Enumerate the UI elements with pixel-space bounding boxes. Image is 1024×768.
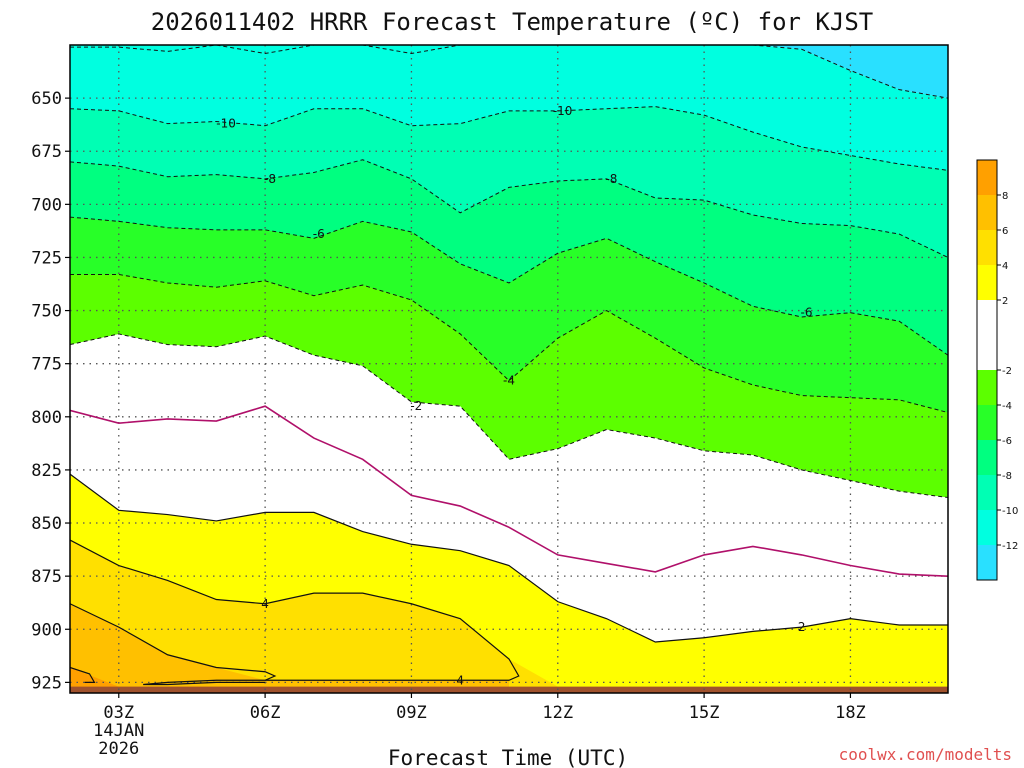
legend-label-9: 8 (1002, 191, 1008, 202)
contour-line-2 (70, 473, 948, 643)
contour-label-1: -10 (553, 104, 573, 118)
contour-label-7: -2 (410, 399, 422, 413)
x-year-label: 2026 (98, 739, 139, 759)
y-tick-label-800: 800 (31, 408, 62, 428)
x-tick-label-06Z: 06Z (250, 703, 281, 723)
contour-line--6 (70, 216, 948, 356)
legend-swatch-9 (977, 195, 997, 230)
contour-lines (70, 45, 948, 686)
legend-swatch-0 (977, 545, 997, 580)
contour-label-8: 4 (261, 597, 269, 611)
contour-line-4 (70, 539, 520, 681)
contour-line--4 (70, 273, 948, 414)
contour-line--12 (70, 45, 948, 99)
contour-label-3: -8 (605, 172, 617, 186)
legend-label-2: -8 (1002, 471, 1012, 482)
x-tick-label-15Z: 15Z (689, 703, 720, 723)
y-tick-label-725: 725 (31, 248, 62, 268)
legend-label-4: -4 (1002, 401, 1012, 412)
legend-swatch-6 (977, 300, 997, 370)
legend-swatch-10 (977, 160, 997, 195)
x-tick-label-18Z: 18Z (835, 703, 866, 723)
contour-label-4: -6 (313, 227, 325, 241)
y-tick-label-925: 925 (31, 673, 62, 693)
legend-swatch-5 (977, 370, 997, 405)
legend-swatch-3 (977, 440, 997, 475)
contour-line--2 (70, 333, 948, 499)
temperature-band-0 (70, 45, 948, 99)
legend-swatch-7 (977, 265, 997, 300)
x-date-label: 14JAN (93, 721, 144, 741)
contour-label-6: -4 (503, 374, 515, 388)
temperature-band-8 (70, 540, 558, 693)
legend-label-5: -2 (1002, 366, 1012, 377)
y-tick-label-875: 875 (31, 567, 62, 587)
y-tick-label-650: 650 (31, 89, 62, 109)
y-tick-label-775: 775 (31, 355, 62, 375)
y-tick-label-750: 750 (31, 302, 62, 322)
contour-label-10: 4 (456, 673, 464, 687)
grid-lines (70, 45, 948, 693)
legend-swatch-8 (977, 230, 997, 265)
contour-labels: -10 -10 -8 -8 -6 -6 -4 -2 4 2 4 (216, 104, 812, 687)
contour-line-8 (70, 666, 96, 683)
plot-frame (69, 44, 949, 694)
legend-swatch-4 (977, 405, 997, 440)
y-tick-label-700: 700 (31, 195, 62, 215)
contour-label-9: 2 (798, 620, 806, 634)
contour-line--10 (70, 106, 948, 171)
contour-label-0: -10 (216, 117, 236, 131)
contour-line-6 (70, 603, 277, 686)
ground-fill (70, 686, 948, 693)
legend-label-7: 4 (1002, 261, 1008, 272)
contour-line-0 (70, 405, 948, 577)
x-tick-label-12Z: 12Z (542, 703, 573, 723)
contour-label-5: -6 (801, 306, 813, 320)
legend-label-3: -6 (1002, 436, 1012, 447)
legend-swatch-1 (977, 510, 997, 545)
y-tick-label-825: 825 (31, 461, 62, 481)
contour-line--8 (70, 159, 948, 258)
x-tick-label-09Z: 09Z (396, 703, 427, 723)
temperature-band-9 (70, 603, 509, 693)
legend-label-0: -12 (1002, 541, 1018, 552)
legend-swatch-2 (977, 475, 997, 510)
ground-layer (70, 686, 948, 693)
y-tick-label-675: 675 (31, 142, 62, 162)
credit-text: coolwx.com/modelts (839, 745, 1012, 764)
temperature-fills (70, 45, 948, 693)
legend-label-8: 6 (1002, 226, 1008, 237)
y-tick-label-850: 850 (31, 514, 62, 534)
x-tick-label-03Z: 03Z (103, 703, 134, 723)
y-axis: 650 675 700 725 750 775 800 825 850 875 900 925 (31, 89, 70, 693)
chart-title: 2026011402 HRRR Forecast Temperature (ºC… (151, 8, 873, 36)
legend-label-1: -10 (1002, 506, 1018, 517)
x-axis-label: Forecast Time (UTC) (388, 746, 628, 768)
y-tick-label-900: 900 (31, 620, 62, 640)
legend-label-6: 2 (1002, 296, 1008, 307)
color-legend: -12 -10 -8 -6 -4 -2 2 4 6 8 (976, 159, 1018, 581)
contour-label-2: -8 (264, 172, 276, 186)
